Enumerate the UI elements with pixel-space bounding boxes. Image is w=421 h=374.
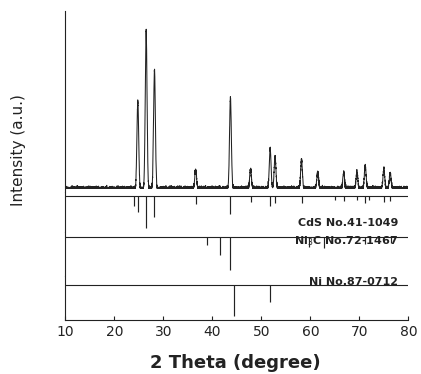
Text: Ni$_3$C No.72-1467: Ni$_3$C No.72-1467	[294, 235, 398, 248]
Text: Intensity (a.u.): Intensity (a.u.)	[11, 94, 27, 206]
Text: 2 Theta (degree): 2 Theta (degree)	[150, 354, 321, 372]
Text: CdS No.41-1049: CdS No.41-1049	[298, 218, 398, 228]
Text: Ni No.87-0712: Ni No.87-0712	[309, 277, 398, 286]
